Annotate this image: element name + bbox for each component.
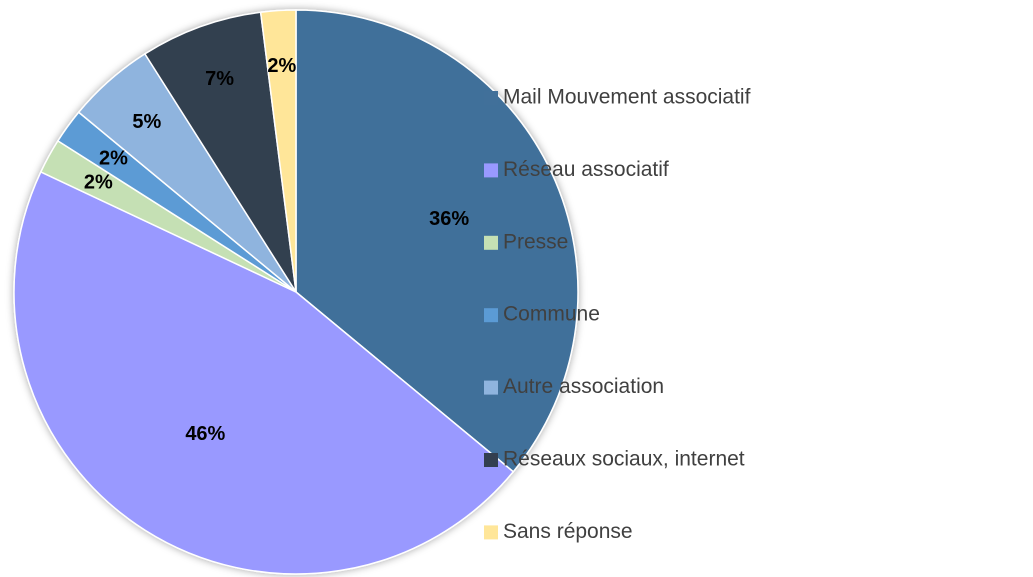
legend-label: Réseaux sociaux, internet bbox=[503, 448, 745, 471]
legend-label: Sans réponse bbox=[503, 520, 633, 543]
legend-swatch bbox=[484, 91, 498, 105]
data-label: 36% bbox=[429, 208, 469, 230]
legend-label: Autre association bbox=[503, 375, 664, 398]
pie-slice bbox=[13, 170, 515, 575]
pie-slice bbox=[295, 9, 579, 473]
legend-swatch bbox=[484, 235, 498, 250]
pie bbox=[13, 9, 579, 575]
legend-label: Commune bbox=[503, 303, 600, 326]
legend-label: Presse bbox=[503, 230, 568, 253]
legend-swatch bbox=[484, 380, 498, 395]
data-label: 2% bbox=[84, 172, 113, 194]
data-label: 5% bbox=[132, 111, 161, 133]
legend-swatch bbox=[484, 308, 498, 323]
data-label: 7% bbox=[205, 68, 234, 90]
data-label: 46% bbox=[185, 423, 225, 445]
legend-label: Réseau associatif bbox=[503, 158, 669, 181]
data-label: 2% bbox=[267, 55, 296, 77]
pie-slice bbox=[259, 9, 297, 293]
legend-label: Mail Mouvement associatif bbox=[503, 86, 751, 109]
data-label: 2% bbox=[99, 148, 128, 170]
legend-swatch bbox=[484, 453, 498, 467]
legend-swatch bbox=[484, 163, 498, 178]
pie-slice bbox=[143, 11, 297, 293]
legend-swatch bbox=[484, 525, 498, 540]
